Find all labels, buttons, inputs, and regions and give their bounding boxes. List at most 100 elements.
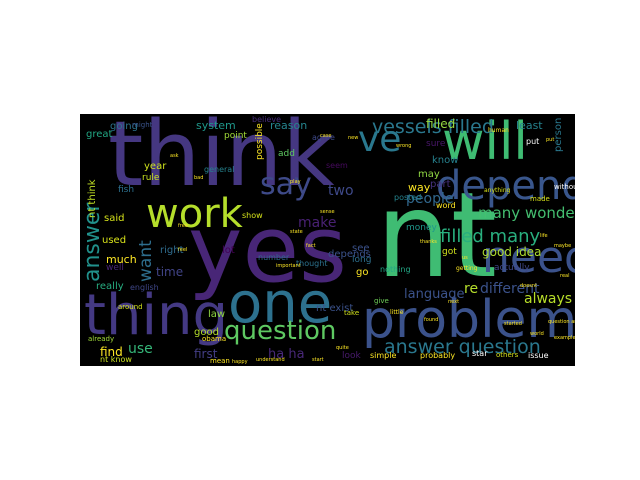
word: thought	[296, 259, 328, 268]
word: got	[442, 247, 457, 257]
word: probably	[420, 351, 456, 360]
word: used	[102, 235, 127, 246]
word: human	[488, 127, 509, 134]
word: world	[530, 331, 544, 337]
word: nt exist	[316, 303, 354, 314]
word-cloud-canvas: nt yes think one problem thing will nee d…	[80, 114, 575, 366]
word: people	[406, 191, 454, 207]
word: found	[424, 317, 439, 323]
word: give	[374, 297, 389, 305]
word: real	[560, 273, 570, 279]
word: great	[86, 129, 113, 140]
word: good	[194, 327, 219, 338]
word: work	[146, 191, 243, 237]
word: thanks	[420, 239, 437, 245]
word: mean	[210, 357, 230, 365]
word: answer question	[384, 336, 541, 358]
word: question	[224, 316, 337, 346]
word: use	[128, 341, 153, 357]
word: may	[418, 169, 440, 180]
word: issue	[528, 351, 549, 360]
word: language	[404, 287, 465, 302]
word: ask	[170, 153, 179, 159]
word: getting	[456, 265, 478, 272]
word: yes	[188, 196, 347, 303]
word: possible	[255, 123, 265, 160]
word: happy	[232, 359, 248, 365]
word: law	[208, 309, 226, 320]
word: actually	[494, 263, 530, 273]
word: doesnt	[520, 283, 538, 289]
word: general	[204, 165, 235, 174]
word: might	[132, 121, 153, 129]
word: word	[436, 201, 456, 210]
word: quite	[336, 345, 349, 351]
word: right	[160, 245, 184, 256]
word: nt know	[100, 355, 132, 364]
word: add	[278, 149, 295, 159]
word: important	[276, 263, 301, 269]
word: put	[526, 137, 540, 146]
word: english	[130, 283, 159, 292]
word: find	[100, 345, 123, 359]
word: seem	[326, 161, 348, 170]
word: wrong	[396, 143, 412, 149]
word: life	[540, 233, 548, 239]
word: bad	[194, 175, 204, 181]
word: new	[348, 135, 359, 141]
word: know	[432, 155, 459, 166]
word: re	[464, 281, 479, 297]
word: around	[118, 303, 143, 311]
word: ha ha	[268, 347, 305, 362]
word: want	[136, 240, 156, 282]
word: star	[472, 349, 488, 358]
word: reason	[270, 119, 308, 132]
word: start	[312, 357, 324, 363]
word: question answer	[548, 319, 575, 325]
word: started	[504, 321, 522, 327]
word: feel	[178, 247, 188, 253]
word: fact	[306, 243, 316, 249]
word: filled many	[440, 226, 541, 247]
word: next	[448, 299, 460, 305]
word: understand	[256, 357, 285, 363]
word: lot	[222, 245, 235, 256]
word: say	[260, 167, 312, 202]
word: obama	[202, 335, 227, 343]
word: one	[228, 271, 333, 336]
word: said	[104, 213, 125, 224]
word: show	[242, 211, 263, 220]
word: person	[553, 117, 564, 152]
word: long	[352, 255, 372, 265]
word: made	[530, 195, 550, 203]
word: example	[554, 335, 575, 341]
word: thing	[84, 283, 229, 348]
word: problem	[362, 290, 575, 350]
word: believe	[252, 115, 282, 124]
word: time	[156, 265, 184, 279]
word: many wonders	[478, 204, 575, 222]
word: way	[408, 181, 431, 194]
word: think	[108, 114, 335, 207]
word: state	[290, 229, 303, 235]
word: really	[96, 281, 124, 292]
word: us	[462, 255, 468, 261]
word: first	[194, 347, 218, 361]
word: look	[342, 351, 361, 361]
word: rule	[142, 173, 160, 183]
word: case	[320, 133, 332, 139]
word: good idea	[482, 245, 542, 259]
word: little	[390, 309, 404, 316]
word: number	[258, 253, 290, 262]
word: filled	[426, 117, 456, 131]
word: year	[144, 161, 167, 172]
word: go	[356, 267, 369, 278]
word: will	[442, 114, 528, 172]
word: nt	[376, 166, 498, 304]
word: nt think	[87, 179, 98, 218]
word: much	[106, 253, 137, 266]
word: maybe	[554, 243, 572, 249]
word: others	[496, 351, 519, 359]
word: ve	[358, 119, 402, 160]
word: sense	[320, 209, 335, 215]
